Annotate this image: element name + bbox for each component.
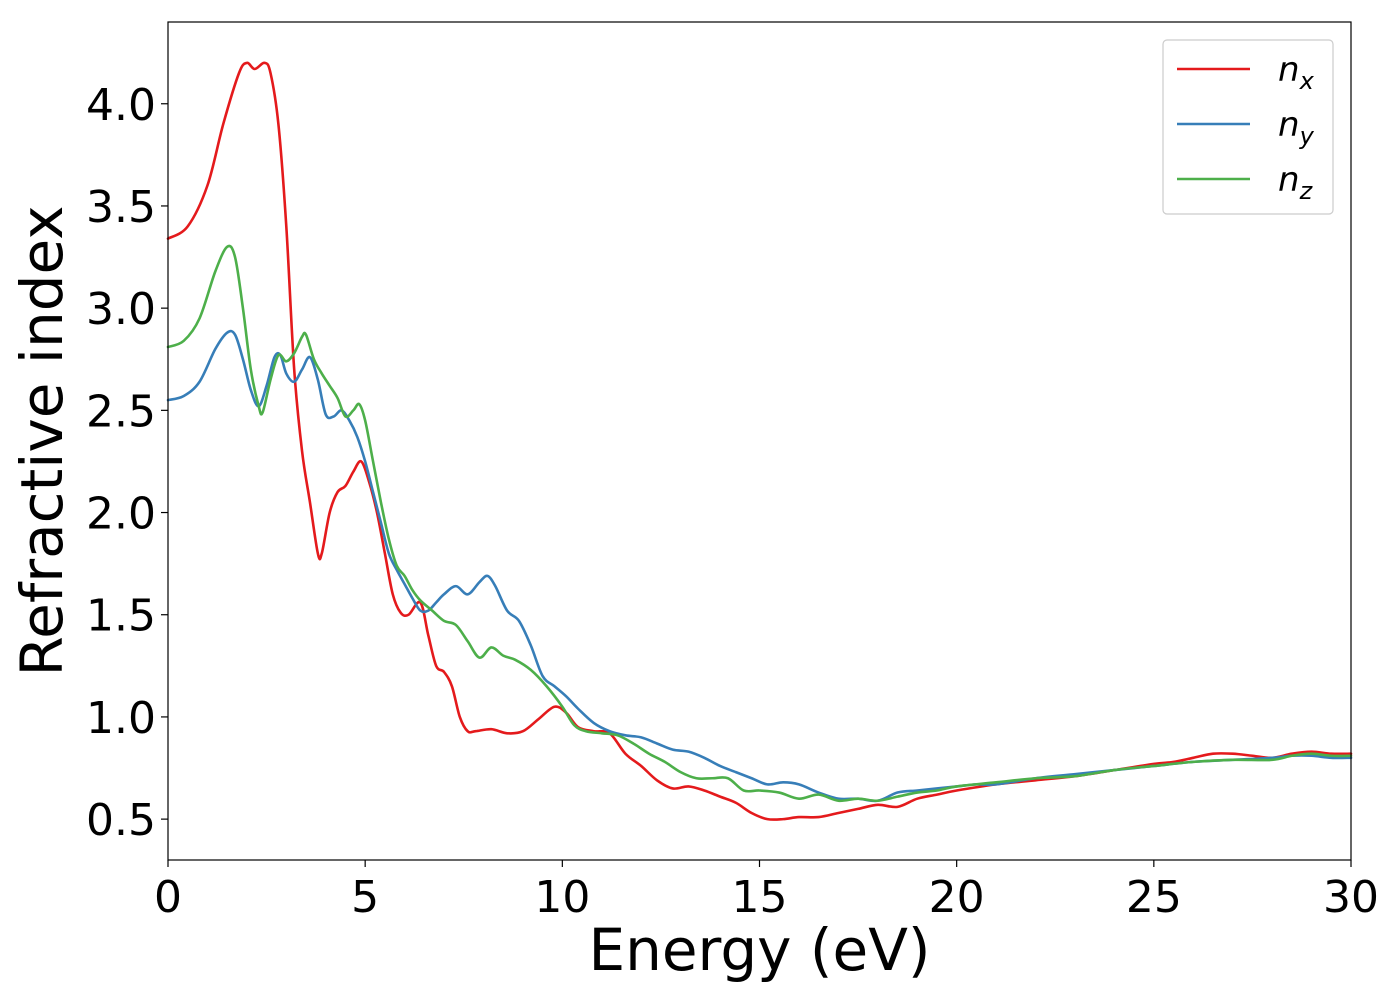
legend-label-base: n	[1278, 105, 1300, 145]
y-tick-label: 2.0	[86, 489, 156, 540]
y-axis-label: Refractive index	[8, 205, 76, 676]
x-tick-label: 0	[154, 872, 182, 923]
y-tick-label: 0.5	[86, 795, 156, 846]
y-tick-label: 4.0	[86, 80, 156, 131]
legend-label-base: n	[1278, 50, 1300, 90]
legend-label-subscript: x	[1299, 67, 1315, 95]
x-tick-label: 15	[732, 872, 788, 923]
x-tick-label: 30	[1323, 872, 1379, 923]
y-tick-label: 3.5	[86, 182, 156, 233]
y-tick-label: 3.0	[86, 284, 156, 335]
x-axis-ticks: 0 5 10 15 20 25 30	[154, 860, 1379, 923]
y-tick-label: 1.5	[86, 591, 156, 642]
legend-label-n-y: ny	[1278, 105, 1315, 150]
series-line-n-x	[166, 61, 1353, 821]
legend-label-base: n	[1278, 160, 1300, 200]
y-tick-label: 2.5	[86, 386, 156, 437]
series-line-n-z	[166, 244, 1353, 803]
y-axis-ticks: 0.5 1.0 1.5 2.0 2.5 3.0 3.5 4.0	[86, 80, 168, 846]
legend-label-subscript: y	[1299, 122, 1315, 150]
x-tick-label: 20	[929, 872, 985, 923]
legend-label-subscript: z	[1299, 177, 1314, 205]
x-tick-label: 25	[1126, 872, 1182, 923]
legend-label-n-x: nx	[1278, 50, 1315, 95]
legend-box	[1162, 39, 1334, 215]
x-tick-label: 5	[351, 872, 379, 923]
y-tick-label: 1.0	[86, 693, 156, 744]
legend-label-n-z: nz	[1278, 160, 1314, 205]
series-layer	[166, 61, 1353, 821]
x-axis-label: Energy (eV)	[588, 916, 930, 984]
x-tick-label: 10	[534, 872, 590, 923]
